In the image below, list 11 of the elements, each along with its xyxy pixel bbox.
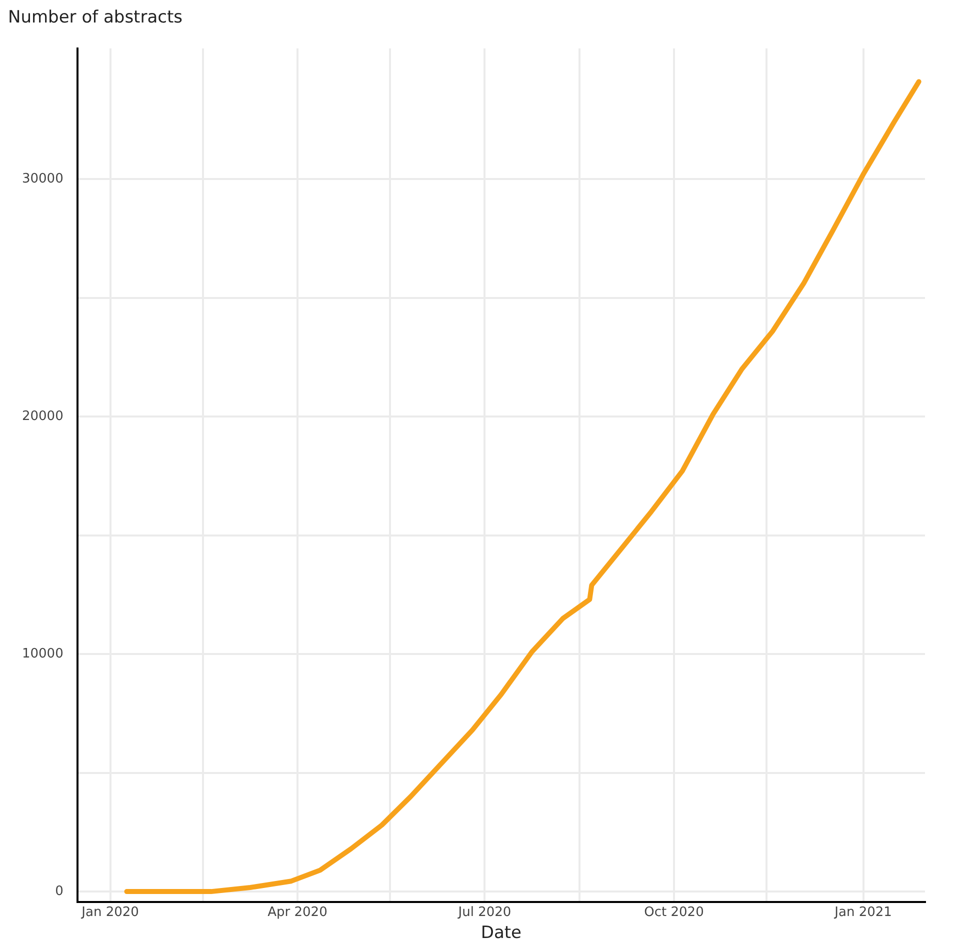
y-tick-label: 0: [55, 884, 64, 899]
y-tick-label: 10000: [22, 646, 64, 662]
x-tick-label: Jul 2020: [457, 905, 512, 920]
x-axis-title: Date: [480, 923, 522, 944]
x-tick-label: Apr 2020: [268, 905, 328, 920]
x-tick-label: Jan 2021: [834, 905, 892, 920]
y-axis-title: Number of abstracts: [8, 8, 183, 28]
y-tick-label: 30000: [22, 171, 64, 186]
x-tick-label: Oct 2020: [644, 905, 704, 920]
x-tick-label: Jan 2020: [80, 905, 139, 920]
y-tick-label: 20000: [22, 408, 64, 424]
